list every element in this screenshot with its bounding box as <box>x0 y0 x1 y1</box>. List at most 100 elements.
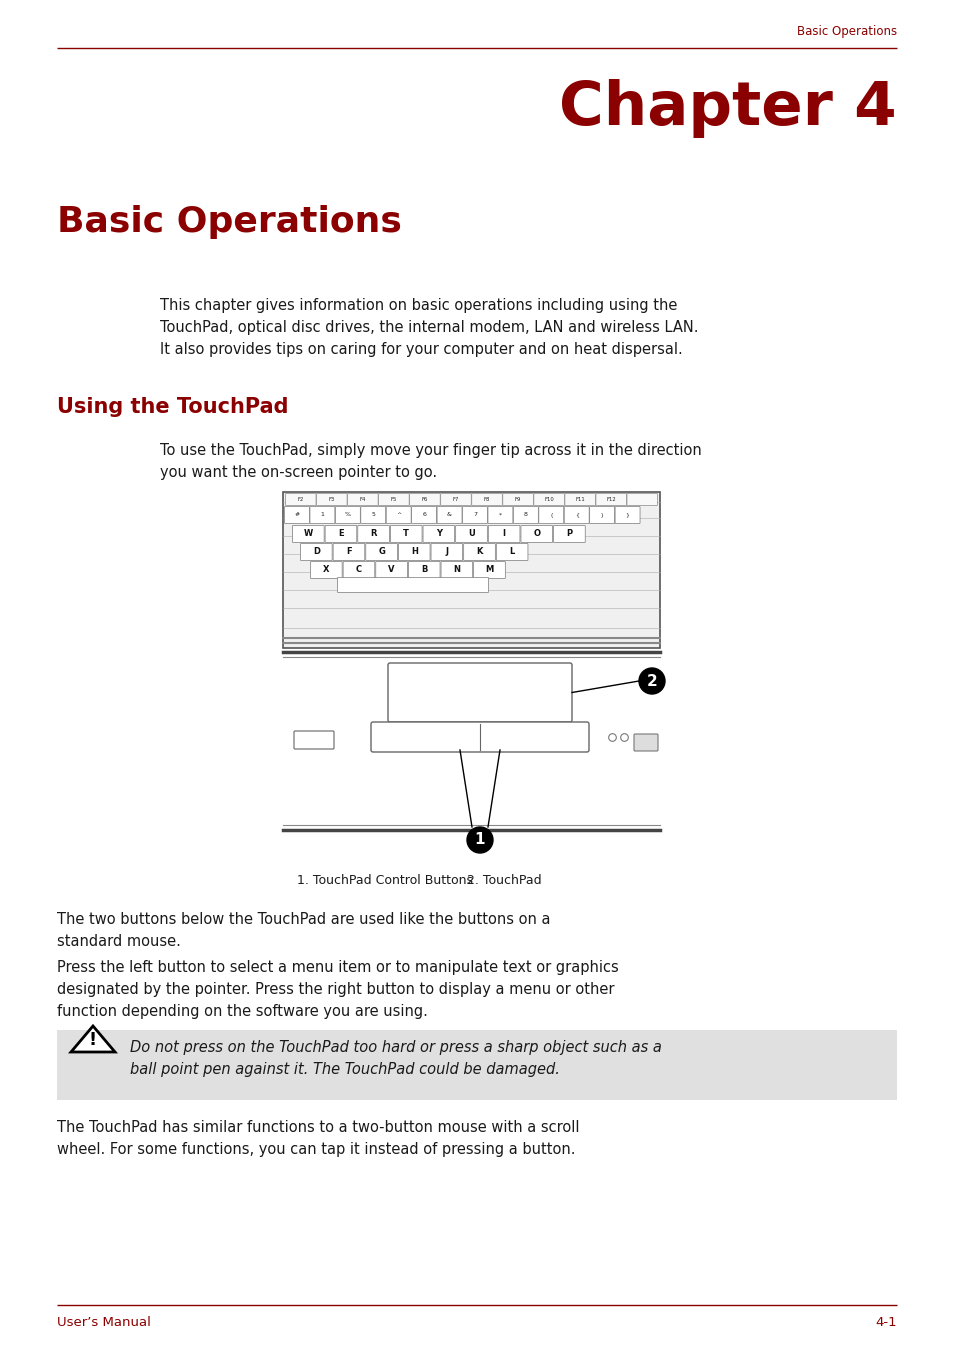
FancyBboxPatch shape <box>310 562 342 578</box>
Text: Basic Operations: Basic Operations <box>796 26 896 38</box>
FancyBboxPatch shape <box>564 493 595 505</box>
Text: O: O <box>533 530 539 539</box>
FancyBboxPatch shape <box>488 526 519 543</box>
Text: *: * <box>498 512 501 517</box>
Text: Chapter 4: Chapter 4 <box>558 78 896 138</box>
FancyBboxPatch shape <box>360 507 385 523</box>
FancyBboxPatch shape <box>375 562 407 578</box>
Text: !: ! <box>89 1031 97 1048</box>
Text: I: I <box>502 530 505 539</box>
Text: F7: F7 <box>453 497 458 503</box>
Text: N: N <box>453 566 460 574</box>
FancyBboxPatch shape <box>285 493 315 505</box>
FancyBboxPatch shape <box>596 493 626 505</box>
FancyBboxPatch shape <box>284 507 309 523</box>
Bar <box>57 1029 896 1100</box>
FancyBboxPatch shape <box>325 526 356 543</box>
Text: F10: F10 <box>543 497 554 503</box>
Text: Do not press on the TouchPad too hard or press a sharp object such as a
ball poi: Do not press on the TouchPad too hard or… <box>130 1040 661 1077</box>
Text: Using the TouchPad: Using the TouchPad <box>57 397 288 417</box>
FancyBboxPatch shape <box>471 493 502 505</box>
FancyBboxPatch shape <box>316 493 347 505</box>
Text: %: % <box>344 512 351 517</box>
Text: F8: F8 <box>483 497 490 503</box>
Text: X: X <box>323 566 329 574</box>
FancyBboxPatch shape <box>615 507 639 523</box>
FancyBboxPatch shape <box>513 507 537 523</box>
Text: F12: F12 <box>606 497 616 503</box>
Text: 1: 1 <box>475 832 485 847</box>
FancyBboxPatch shape <box>365 543 397 561</box>
FancyBboxPatch shape <box>293 526 324 543</box>
Text: D: D <box>313 547 319 557</box>
FancyBboxPatch shape <box>553 526 584 543</box>
Text: F9: F9 <box>515 497 520 503</box>
FancyBboxPatch shape <box>388 663 572 721</box>
Text: F3: F3 <box>329 497 335 503</box>
Text: V: V <box>388 566 395 574</box>
FancyBboxPatch shape <box>357 526 389 543</box>
Text: F11: F11 <box>575 497 584 503</box>
FancyBboxPatch shape <box>386 507 411 523</box>
FancyBboxPatch shape <box>333 543 364 561</box>
Text: C: C <box>355 566 361 574</box>
FancyBboxPatch shape <box>440 493 471 505</box>
FancyBboxPatch shape <box>496 543 527 561</box>
FancyBboxPatch shape <box>634 734 658 751</box>
Text: 7: 7 <box>473 512 476 517</box>
FancyBboxPatch shape <box>538 507 563 523</box>
Text: 1: 1 <box>320 512 324 517</box>
Text: This chapter gives information on basic operations including using the
TouchPad,: This chapter gives information on basic … <box>160 299 698 358</box>
Text: B: B <box>420 566 427 574</box>
Text: F6: F6 <box>421 497 428 503</box>
FancyBboxPatch shape <box>534 493 564 505</box>
Polygon shape <box>71 1025 115 1052</box>
FancyBboxPatch shape <box>474 562 505 578</box>
Circle shape <box>639 667 664 694</box>
Text: Press the left button to select a menu item or to manipulate text or graphics
de: Press the left button to select a menu i… <box>57 961 618 1020</box>
FancyBboxPatch shape <box>283 492 659 648</box>
FancyBboxPatch shape <box>463 543 495 561</box>
Text: 5: 5 <box>371 512 375 517</box>
Text: R: R <box>370 530 376 539</box>
FancyBboxPatch shape <box>520 526 552 543</box>
FancyBboxPatch shape <box>337 577 488 593</box>
FancyBboxPatch shape <box>408 562 439 578</box>
FancyBboxPatch shape <box>487 507 513 523</box>
FancyBboxPatch shape <box>412 507 436 523</box>
FancyBboxPatch shape <box>409 493 439 505</box>
Text: M: M <box>485 566 493 574</box>
Text: The TouchPad has similar functions to a two-button mouse with a scroll
wheel. Fo: The TouchPad has similar functions to a … <box>57 1120 578 1158</box>
Text: T: T <box>403 530 409 539</box>
Text: (: ( <box>550 512 552 517</box>
FancyBboxPatch shape <box>563 507 589 523</box>
Text: U: U <box>468 530 475 539</box>
Text: W: W <box>303 530 313 539</box>
Text: K: K <box>476 547 482 557</box>
FancyBboxPatch shape <box>462 507 487 523</box>
Text: The two buttons below the TouchPad are used like the buttons on a
standard mouse: The two buttons below the TouchPad are u… <box>57 912 550 950</box>
FancyBboxPatch shape <box>294 731 334 748</box>
FancyBboxPatch shape <box>371 721 588 753</box>
Text: E: E <box>337 530 343 539</box>
Text: F2: F2 <box>297 497 304 503</box>
Circle shape <box>467 827 493 852</box>
Text: }: } <box>625 512 629 517</box>
FancyBboxPatch shape <box>390 526 421 543</box>
Text: 2. TouchPad: 2. TouchPad <box>467 874 541 888</box>
FancyBboxPatch shape <box>626 493 657 505</box>
Text: Basic Operations: Basic Operations <box>57 205 401 239</box>
Bar <box>283 653 659 830</box>
Text: F: F <box>346 547 352 557</box>
FancyBboxPatch shape <box>436 507 461 523</box>
Text: #: # <box>294 512 299 517</box>
FancyBboxPatch shape <box>589 507 614 523</box>
FancyBboxPatch shape <box>440 562 472 578</box>
FancyBboxPatch shape <box>310 507 335 523</box>
Text: F5: F5 <box>391 497 396 503</box>
Text: ^: ^ <box>395 512 401 517</box>
Text: 8: 8 <box>523 512 527 517</box>
Text: J: J <box>445 547 448 557</box>
Text: L: L <box>509 547 515 557</box>
Text: {: { <box>574 512 578 517</box>
